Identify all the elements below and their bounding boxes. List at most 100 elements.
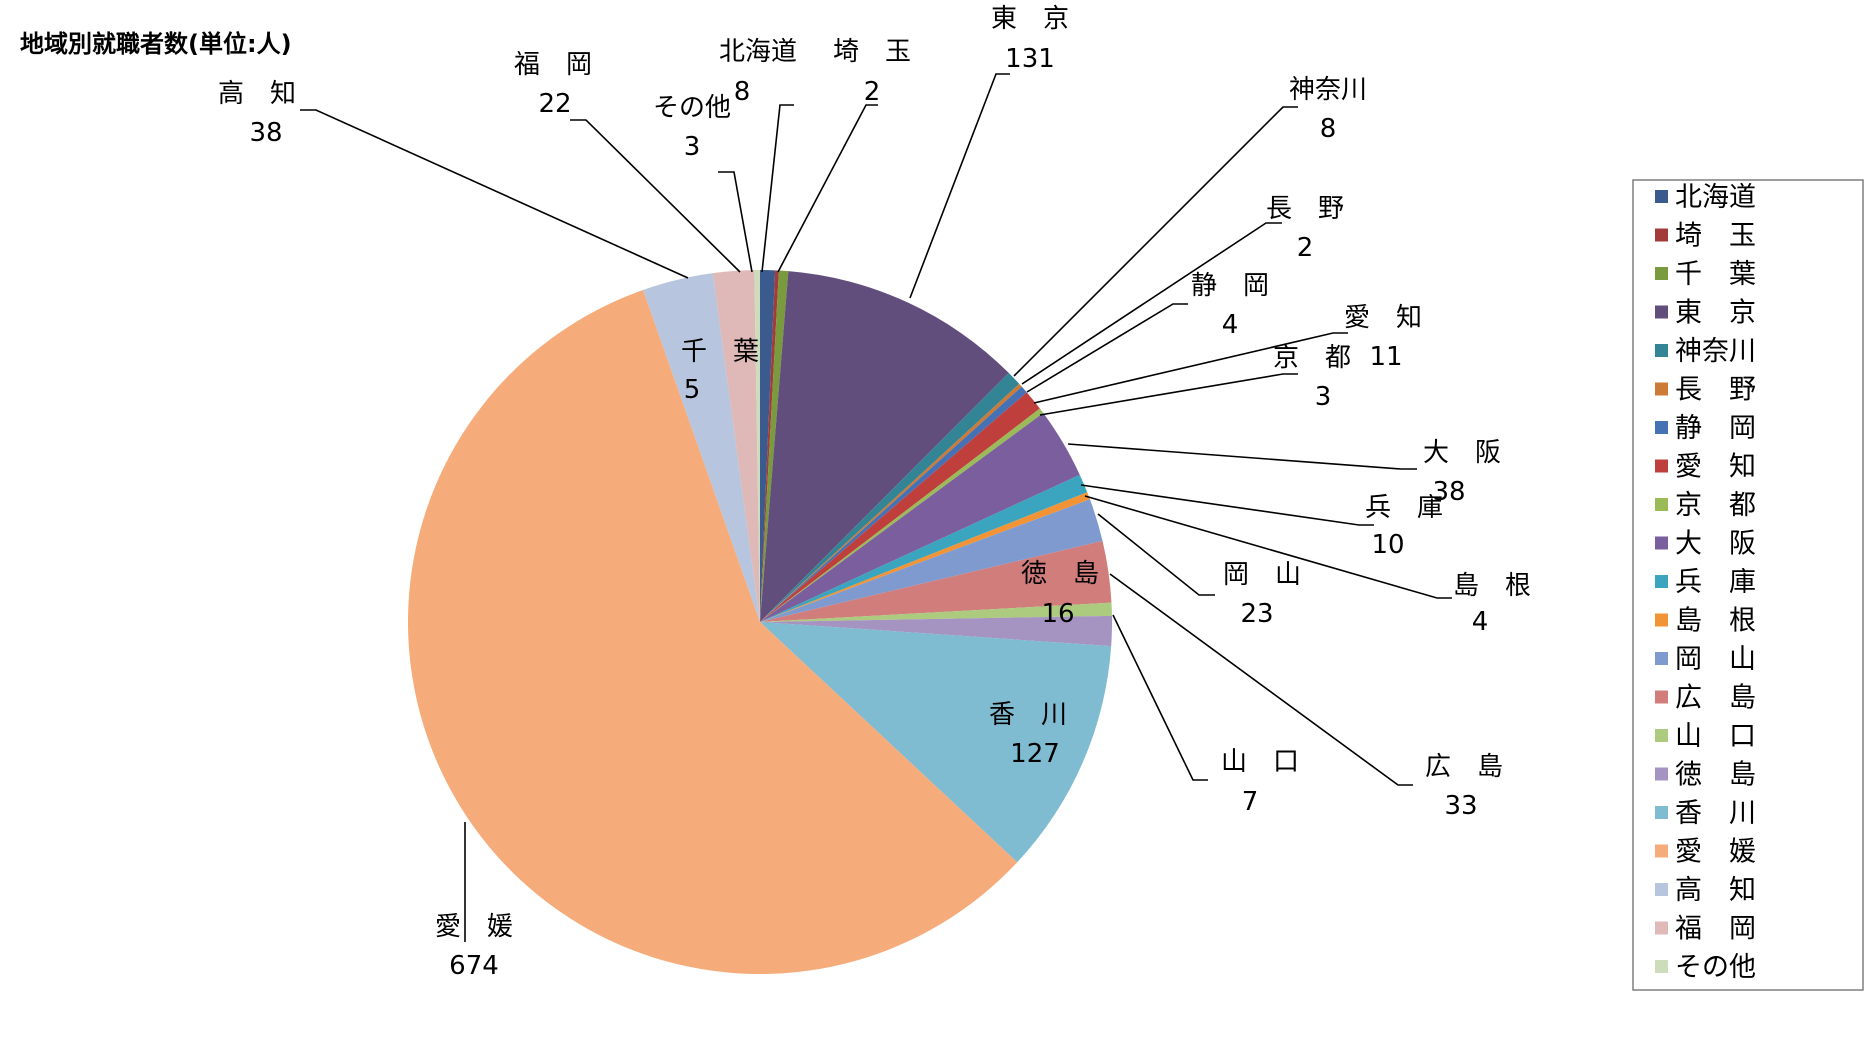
data-label-name-2: 埼 玉: [833, 37, 911, 67]
data-label-name-11: 兵 庫: [1365, 493, 1443, 523]
legend-label-7: 静 岡: [1675, 413, 1756, 444]
pie-slice-11: [760, 474, 1088, 622]
leader-line-2: [777, 104, 878, 273]
legend-label-10: 大 阪: [1675, 529, 1756, 560]
legend-swatch-10: [1655, 536, 1668, 550]
pie-slice-3: [760, 270, 789, 622]
data-label-name-21: その他: [653, 93, 731, 123]
pie-slice-10: [760, 413, 1080, 622]
leader-line-11: [1080, 484, 1374, 526]
data-label-value-5: 8: [1320, 114, 1337, 144]
pie-slice-13: [760, 499, 1103, 622]
legend-label-15: 山 口: [1675, 721, 1756, 752]
leader-line-4: [909, 73, 1010, 299]
legend-label-3: 千 葉: [1675, 259, 1756, 290]
leader-line-5: [1013, 106, 1298, 377]
data-label-value-18: 674: [449, 951, 499, 981]
data-label-name-12: 島 根: [1453, 571, 1531, 601]
pie-slice-5: [760, 372, 1020, 622]
leader-line-6: [1021, 222, 1282, 385]
data-label-value-2: 2: [864, 77, 881, 107]
legend-swatch-15: [1655, 729, 1668, 742]
legend-label-17: 香 川: [1675, 798, 1756, 829]
pie-slice-12: [760, 492, 1090, 622]
leader-lines: [300, 73, 1452, 942]
data-label-name-8: 愛 知: [1344, 303, 1422, 333]
data-label-name-4: 東 京: [991, 4, 1069, 34]
data-label-name-6: 長 野: [1266, 194, 1344, 224]
data-label-value-19: 38: [249, 118, 282, 148]
legend-swatch-11: [1655, 575, 1668, 588]
legend-label-14: 広 島: [1675, 683, 1756, 714]
legend-label-2: 埼 玉: [1675, 221, 1756, 252]
legend-swatch-17: [1655, 806, 1668, 819]
leader-line-9: [1039, 373, 1298, 416]
pie-slice-2: [760, 270, 779, 622]
legend-swatch-5: [1655, 344, 1668, 357]
data-label-name-3: 千 葉: [681, 337, 759, 367]
legend-swatch-21: [1655, 960, 1668, 973]
legend-swatch-18: [1655, 844, 1668, 858]
leader-line-21: [718, 171, 753, 273]
legend-swatch-13: [1655, 652, 1668, 665]
legend-label-21: その他: [1675, 952, 1756, 983]
data-label-name-16: 徳 島: [1021, 559, 1099, 589]
data-label-name-19: 高 知: [218, 79, 296, 109]
pie-slice-19: [643, 273, 760, 622]
leader-line-15: [1112, 614, 1208, 781]
legend-swatch-3: [1655, 267, 1668, 280]
data-label-name-7: 静 岡: [1191, 271, 1269, 301]
data-label-value-7: 4: [1222, 310, 1239, 340]
legend-swatch-1: [1655, 190, 1668, 203]
data-label-value-6: 2: [1297, 233, 1314, 263]
data-label-value-8: 11: [1369, 342, 1402, 372]
legend-label-6: 長 野: [1675, 375, 1756, 406]
pie-slice-4: [760, 271, 1009, 622]
pie-slice-1: [760, 270, 776, 622]
leader-line-10: [1067, 443, 1417, 470]
pie-slice-6: [760, 383, 1022, 622]
legend-swatch-14: [1655, 690, 1668, 704]
data-label-value-12: 4: [1472, 607, 1489, 637]
pie-slice-20: [712, 270, 760, 622]
leader-line-13: [1097, 513, 1215, 596]
data-label-name-14: 広 島: [1425, 752, 1503, 782]
leader-line-20: [570, 119, 741, 273]
legend-swatch-12: [1655, 613, 1668, 627]
data-label-name-17: 香 川: [989, 700, 1067, 730]
legend-label-19: 高 知: [1675, 875, 1756, 906]
pie-slice-9: [760, 408, 1044, 622]
data-label-value-11: 10: [1371, 530, 1404, 560]
data-label-name-9: 京 都: [1273, 343, 1351, 373]
legend-label-16: 徳 島: [1675, 760, 1756, 791]
leader-line-7: [1026, 303, 1188, 393]
legend-swatch-20: [1655, 921, 1668, 935]
data-label-name-10: 大 阪: [1423, 438, 1501, 468]
legend-label-13: 岡 山: [1675, 644, 1756, 675]
legend-label-5: 神奈川: [1675, 336, 1756, 367]
legend-swatch-9: [1655, 498, 1668, 511]
leader-line-1: [761, 104, 794, 273]
pie-slice-18: [407, 289, 1018, 975]
data-label-name-5: 神奈川: [1289, 75, 1367, 105]
legend-label-9: 京 都: [1675, 490, 1756, 521]
pie-slice-21: [754, 270, 760, 622]
legend-swatch-19: [1655, 883, 1668, 896]
legend-swatch-6: [1655, 382, 1668, 396]
pie-slice-8: [760, 392, 1040, 622]
pie-slice-7: [760, 386, 1027, 622]
data-label-value-9: 3: [1315, 382, 1332, 412]
data-label-value-4: 131: [1005, 44, 1055, 74]
legend-swatch-4: [1655, 305, 1668, 319]
data-labels: 北海道 8 埼 玉 2 千 葉 5 東 京 131 神奈川 8 長 野 2 静 岡 4 愛 知 11 京 都 3 大…: [218, 4, 1531, 981]
data-label-value-21: 3: [684, 132, 701, 162]
data-label-value-1: 8: [734, 77, 751, 107]
pie-slice-15: [760, 602, 1112, 622]
legend-label-4: 東 京: [1675, 298, 1756, 329]
data-label-name-1: 北海道: [719, 37, 797, 67]
legend-label-18: 愛 媛: [1675, 837, 1756, 868]
legend-swatch-8: [1655, 459, 1668, 473]
data-label-value-17: 127: [1010, 739, 1060, 769]
legend-label-8: 愛 知: [1675, 452, 1756, 483]
